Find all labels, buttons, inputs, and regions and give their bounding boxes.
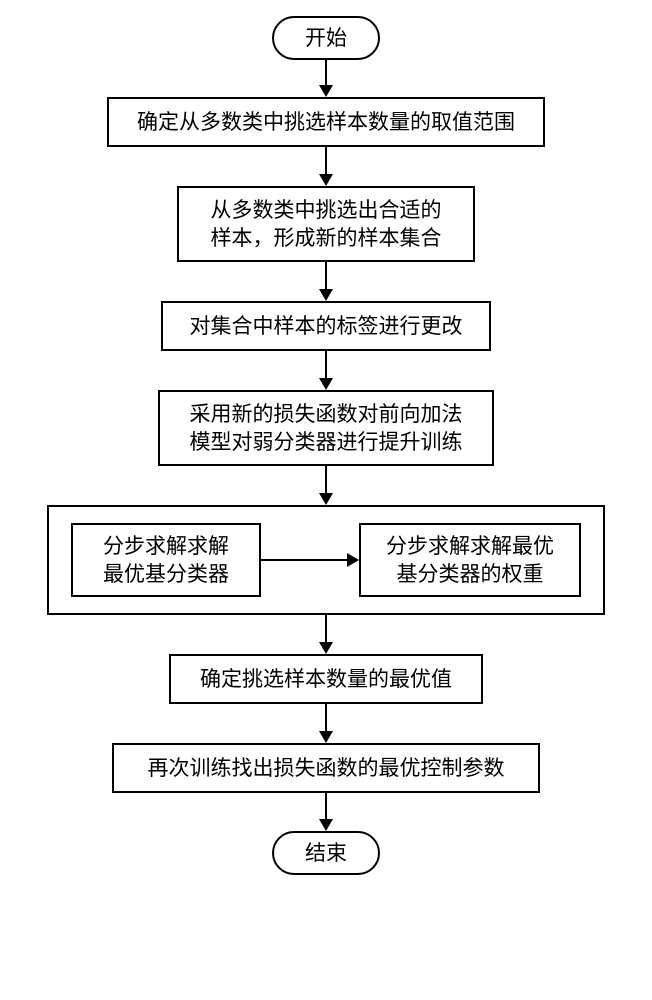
node-end: 结束	[272, 831, 380, 875]
node-n5b: 分步求解求解最优 基分类器的权重	[359, 523, 581, 597]
node-n2: 从多数类中挑选出合适的 样本，形成新的样本集合	[177, 186, 475, 262]
node-end-label: 结束	[305, 839, 347, 867]
node-n3-label: 对集合中样本的标签进行更改	[190, 312, 463, 340]
node-n1-label: 确定从多数类中挑选样本数量的取值范围	[137, 108, 515, 136]
node-n3: 对集合中样本的标签进行更改	[161, 301, 491, 351]
node-n2-label: 从多数类中挑选出合适的 样本，形成新的样本集合	[211, 196, 442, 253]
node-start: 开始	[272, 16, 380, 60]
node-n7-label: 再次训练找出损失函数的最优控制参数	[148, 754, 505, 782]
node-n4-label: 采用新的损失函数对前向加法 模型对弱分类器进行提升训练	[190, 400, 463, 457]
node-n1: 确定从多数类中挑选样本数量的取值范围	[107, 97, 545, 147]
node-n4: 采用新的损失函数对前向加法 模型对弱分类器进行提升训练	[158, 390, 494, 466]
flowchart-canvas: 开始确定从多数类中挑选样本数量的取值范围从多数类中挑选出合适的 样本，形成新的样…	[0, 0, 652, 1000]
node-n5a-label: 分步求解求解 最优基分类器	[103, 532, 229, 589]
node-n7: 再次训练找出损失函数的最优控制参数	[112, 743, 540, 793]
node-n6: 确定挑选样本数量的最优值	[169, 654, 483, 704]
node-n5b-label: 分步求解求解最优 基分类器的权重	[386, 532, 554, 589]
node-start-label: 开始	[305, 24, 347, 52]
node-n6-label: 确定挑选样本数量的最优值	[200, 665, 452, 693]
node-n5a: 分步求解求解 最优基分类器	[71, 523, 261, 597]
